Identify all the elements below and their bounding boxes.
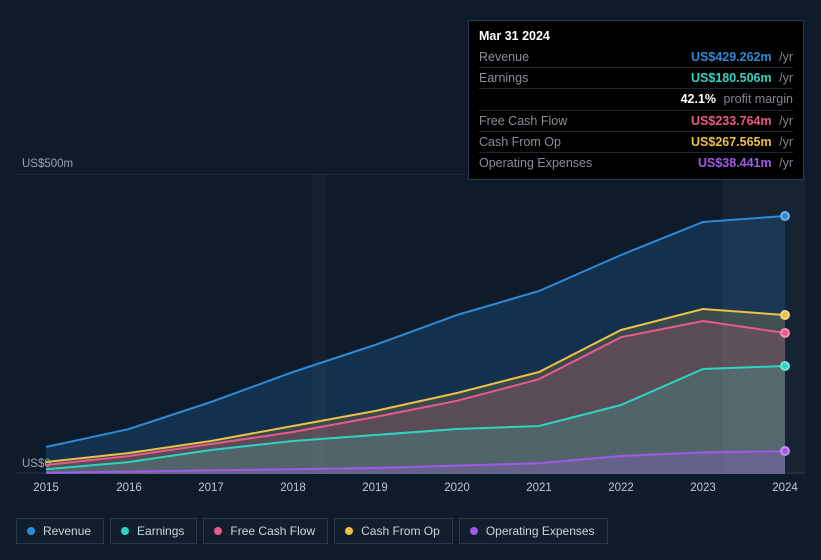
series-end-marker	[780, 328, 790, 338]
tooltip-label: Operating Expenses	[479, 154, 698, 172]
legend-item[interactable]: Cash From Op	[334, 518, 453, 544]
legend-swatch-icon	[121, 527, 129, 535]
x-axis-tick: 2022	[608, 482, 634, 494]
x-axis-tick: 2018	[280, 482, 306, 494]
chart-container: Mar 31 2024 Revenue US$429.262m /yr Earn…	[0, 0, 821, 560]
tooltip-row-revenue: Revenue US$429.262m /yr	[479, 47, 793, 68]
tooltip-row-earnings: Earnings US$180.506m /yr	[479, 68, 793, 89]
legend-label: Revenue	[43, 524, 91, 538]
series-end-marker	[780, 310, 790, 320]
hover-tooltip: Mar 31 2024 Revenue US$429.262m /yr Earn…	[468, 20, 804, 180]
tooltip-unit: /yr	[779, 135, 793, 149]
tooltip-value: US$233.764m	[691, 114, 772, 128]
legend-label: Cash From Op	[361, 524, 440, 538]
tooltip-value: US$267.565m	[691, 135, 772, 149]
tooltip-row-opex: Operating Expenses US$38.441m /yr	[479, 153, 793, 173]
legend-swatch-icon	[27, 527, 35, 535]
tooltip-profit-margin-label: profit margin	[724, 92, 793, 106]
tooltip-label: Free Cash Flow	[479, 112, 691, 130]
tooltip-value: US$180.506m	[691, 71, 772, 85]
tooltip-date: Mar 31 2024	[479, 27, 793, 47]
tooltip-label: Earnings	[479, 69, 691, 87]
tooltip-row-fcf: Free Cash Flow US$233.764m /yr	[479, 111, 793, 132]
legend-item[interactable]: Revenue	[16, 518, 104, 544]
y-axis-label-max: US$500m	[22, 158, 73, 170]
legend-swatch-icon	[470, 527, 478, 535]
tooltip-unit: /yr	[779, 71, 793, 85]
legend-swatch-icon	[345, 527, 353, 535]
tooltip-value: US$38.441m	[698, 156, 772, 170]
legend-item[interactable]: Earnings	[110, 518, 197, 544]
x-axis-tick: 2021	[526, 482, 552, 494]
legend-label: Operating Expenses	[486, 524, 595, 538]
legend-item[interactable]: Free Cash Flow	[203, 518, 328, 544]
tooltip-value: US$429.262m	[691, 50, 772, 64]
tooltip-profit-margin-value: 42.1%	[681, 92, 716, 106]
x-axis-tick: 2023	[690, 482, 716, 494]
area-chart[interactable]	[16, 174, 805, 474]
legend-label: Free Cash Flow	[230, 524, 315, 538]
legend-swatch-icon	[214, 527, 222, 535]
series-end-marker	[780, 446, 790, 456]
series-end-marker	[780, 361, 790, 371]
x-axis: 2015 2016 2017 2018 2019 2020 2021 2022 2023 2024	[16, 480, 805, 498]
x-axis-tick: 2017	[198, 482, 224, 494]
tooltip-row-profit-margin: 42.1% profit margin	[479, 89, 793, 110]
tooltip-row-cfo: Cash From Op US$267.565m /yr	[479, 132, 793, 153]
x-axis-tick: 2016	[116, 482, 142, 494]
x-axis-tick: 2015	[33, 482, 59, 494]
legend: Revenue Earnings Free Cash Flow Cash From O…	[16, 518, 608, 544]
x-axis-tick: 2024	[772, 482, 798, 494]
series-end-marker	[780, 211, 790, 221]
tooltip-unit: /yr	[779, 50, 793, 64]
tooltip-label: Cash From Op	[479, 133, 691, 151]
legend-label: Earnings	[137, 524, 184, 538]
tooltip-unit: /yr	[779, 156, 793, 170]
tooltip-unit: /yr	[779, 114, 793, 128]
tooltip-label: Revenue	[479, 48, 691, 66]
legend-item[interactable]: Operating Expenses	[459, 518, 608, 544]
x-axis-tick: 2020	[444, 482, 470, 494]
x-axis-tick: 2019	[362, 482, 388, 494]
